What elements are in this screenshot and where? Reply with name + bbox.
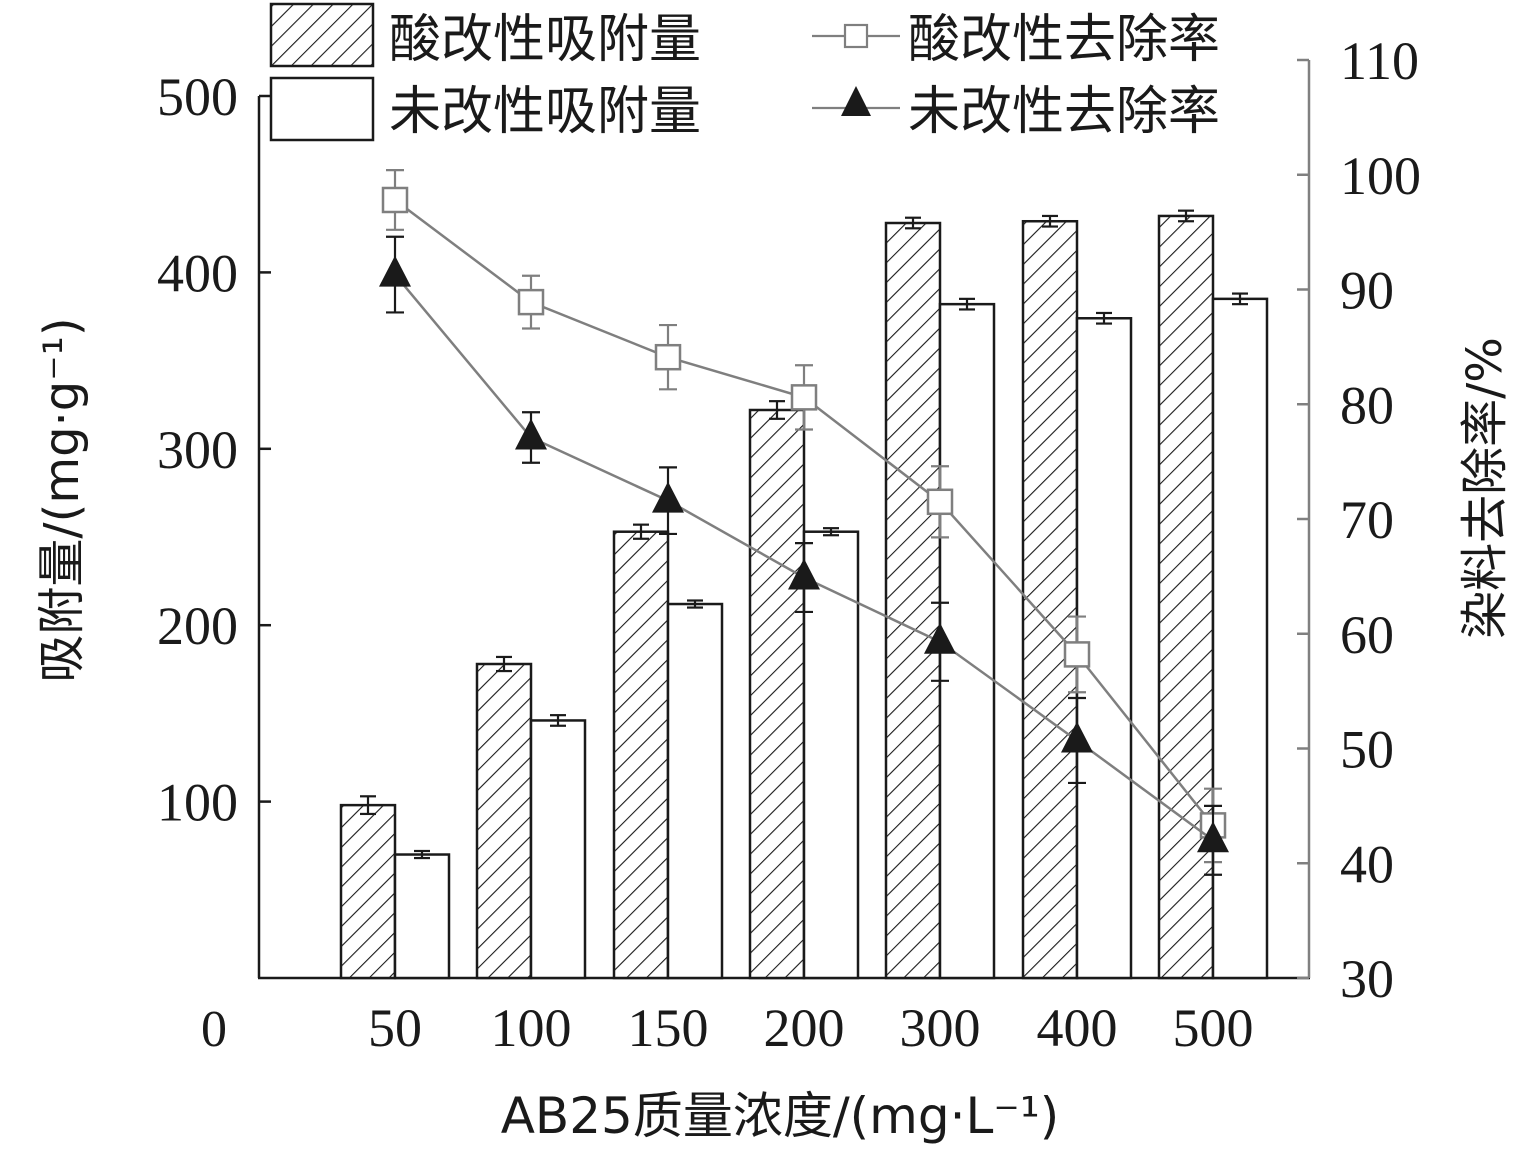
bar-unmodified: [666, 602, 724, 980]
x-tick-label: 500: [1173, 998, 1254, 1058]
line-series: [379, 169, 1229, 876]
left-tick-label: 400: [157, 243, 238, 303]
left-tick-label: 200: [157, 596, 238, 656]
left-axis-ticks: 100 200 300 400 500: [157, 67, 271, 833]
legend-triangle-marker-icon: [841, 86, 871, 116]
bar-unmodified: [529, 719, 587, 980]
right-tick-label: 50: [1340, 720, 1394, 780]
right-tick-label: 40: [1340, 834, 1394, 894]
legend-label-acid-adsorption: 酸改性吸附量: [389, 10, 701, 70]
square-marker: [1063, 641, 1091, 668]
right-tick-label: 90: [1340, 261, 1394, 321]
x-tick-label: 150: [628, 998, 709, 1058]
square-marker: [790, 384, 818, 411]
triangle-marker: [379, 255, 411, 287]
bar-acid-modified: [612, 530, 670, 980]
triangle-marker: [924, 622, 956, 654]
x-origin-label: 0: [201, 1001, 227, 1058]
right-axis-label: 染料去除率/%: [1457, 337, 1513, 639]
legend-swatch-hatched: [269, 2, 375, 68]
triangle-marker: [788, 558, 820, 590]
left-tick-label: 300: [157, 420, 238, 480]
x-tick-label: 300: [900, 998, 981, 1058]
square-marker: [517, 288, 545, 316]
triangle-marker: [1197, 821, 1229, 853]
bar-unmodified: [1211, 297, 1269, 980]
triangle-marker: [1061, 721, 1093, 753]
legend-label-acid-removal: 酸改性去除率: [908, 10, 1220, 70]
left-tick-label: 100: [157, 773, 238, 833]
square-marker: [654, 343, 682, 371]
bar-acid-modified: [475, 662, 533, 980]
right-tick-label: 70: [1340, 490, 1394, 550]
bar-acid-modified: [884, 221, 942, 980]
right-tick-label: 100: [1340, 146, 1421, 206]
x-tick-label: 400: [1037, 998, 1118, 1058]
right-tick-label: 60: [1340, 605, 1394, 665]
bar-acid-modified: [339, 803, 397, 980]
legend-label-raw-removal: 未改性去除率: [908, 82, 1220, 142]
bar-acid-modified: [748, 408, 806, 980]
left-axis-label: 吸附量/(mg·g⁻¹): [34, 317, 90, 682]
bar-unmodified: [393, 853, 451, 980]
right-tick-label: 80: [1340, 375, 1394, 435]
right-tick-label: 30: [1340, 949, 1394, 1009]
right-axis-ticks: 30 40 50 60 70 80 90 100 110: [1297, 31, 1421, 1009]
x-tick-labels: 50 100 150 200 300 400 500: [368, 998, 1254, 1058]
x-tick-label: 100: [491, 998, 572, 1058]
bar-unmodified: [802, 530, 860, 980]
x-tick-label: 200: [764, 998, 845, 1058]
square-marker: [381, 186, 409, 214]
x-axis-label: AB25质量浓度/(mg·L⁻¹): [501, 1087, 1060, 1145]
square-marker: [926, 488, 954, 516]
legend: 酸改性吸附量 未改性吸附量 酸改性去除率 未改性去除率: [269, 2, 1220, 142]
triangle-marker: [515, 418, 547, 450]
left-tick-label: 500: [157, 67, 238, 127]
triangle-marker: [652, 481, 684, 513]
x-tick-label: 50: [368, 998, 422, 1058]
legend-label-raw-adsorption: 未改性吸附量: [389, 82, 701, 142]
legend-swatch-plain: [269, 76, 375, 142]
right-tick-label: 110: [1340, 31, 1419, 91]
bar-acid-modified: [1021, 219, 1079, 980]
legend-square-marker-icon: [843, 23, 869, 49]
bar-acid-modified: [1157, 214, 1215, 980]
